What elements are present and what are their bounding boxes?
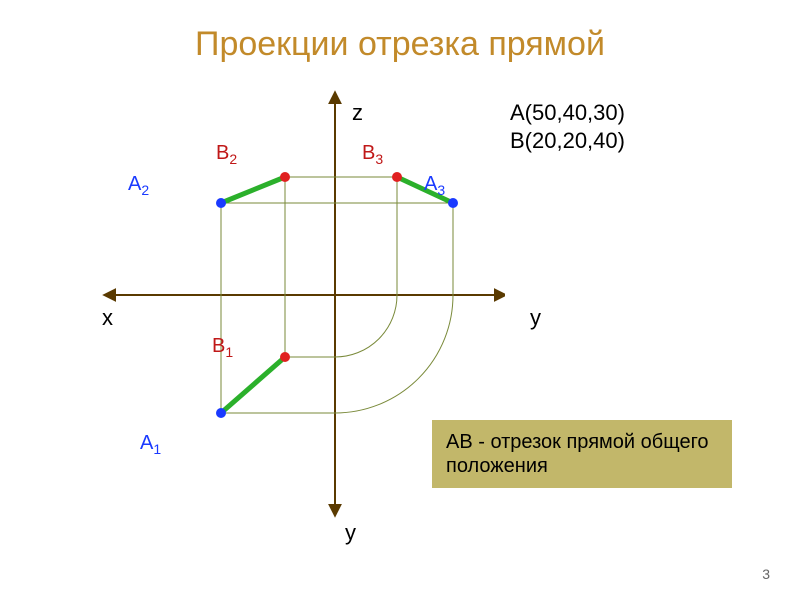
point-b-coords: В(20,20,40) (510, 128, 625, 154)
slide-number: 3 (762, 566, 770, 582)
label-a1: A1 (140, 432, 161, 457)
caption-text: АВ - отрезок прямой общего положения (446, 431, 709, 477)
caption-box: АВ - отрезок прямой общего положения (432, 420, 732, 488)
label-a2: A2 (128, 173, 149, 198)
page-title: Проекции отрезка прямой (0, 0, 800, 64)
point-a-coords: А(50,40,30) (510, 100, 625, 126)
axis-label-y-bottom: y (345, 520, 356, 546)
axis-label-x: x (102, 305, 113, 331)
label-b2: B2 (216, 142, 237, 167)
label-b3: B3 (362, 142, 383, 167)
label-a3: A3 (424, 173, 445, 198)
axis-label-y-right: y (530, 305, 541, 331)
label-b1: B1 (212, 335, 233, 360)
axis-label-z: z (352, 100, 363, 126)
